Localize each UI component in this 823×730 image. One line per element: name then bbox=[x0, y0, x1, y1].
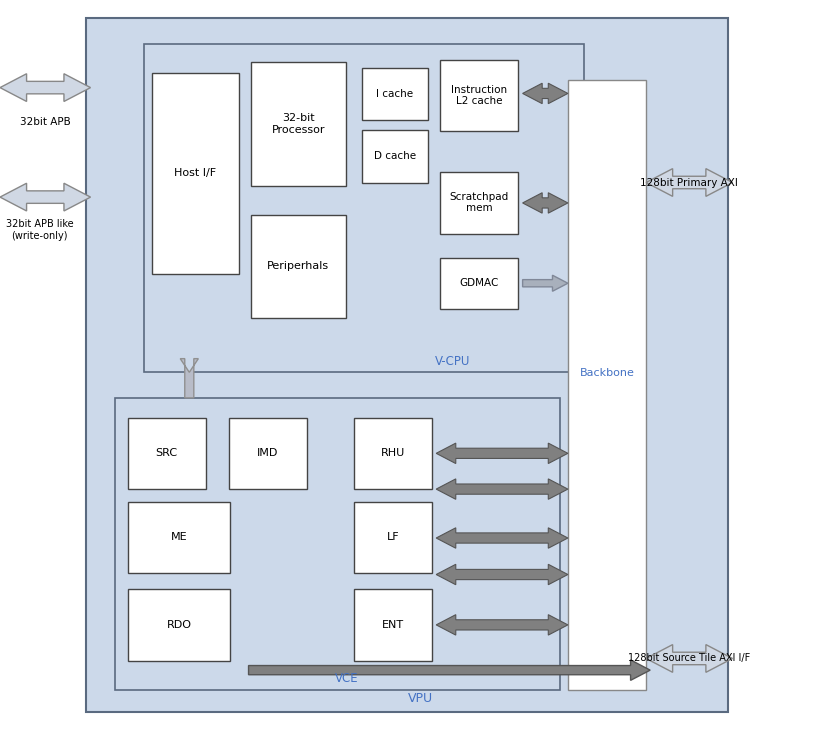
Polygon shape bbox=[523, 275, 568, 291]
Bar bbox=[362, 68, 428, 120]
Bar bbox=[115, 398, 560, 690]
Polygon shape bbox=[0, 183, 91, 211]
Text: D cache: D cache bbox=[374, 151, 416, 161]
Text: VPU: VPU bbox=[407, 692, 433, 705]
Text: I cache: I cache bbox=[376, 89, 414, 99]
Text: LF: LF bbox=[387, 532, 399, 542]
Bar bbox=[354, 589, 432, 661]
Bar bbox=[251, 215, 346, 318]
Bar bbox=[229, 418, 307, 489]
Bar bbox=[144, 44, 584, 372]
Bar bbox=[354, 418, 432, 489]
Bar bbox=[440, 172, 518, 234]
Polygon shape bbox=[523, 83, 568, 104]
Polygon shape bbox=[436, 615, 568, 635]
Text: Backbone: Backbone bbox=[579, 368, 635, 378]
Bar bbox=[354, 502, 432, 573]
Polygon shape bbox=[523, 193, 568, 213]
Polygon shape bbox=[0, 74, 91, 101]
Polygon shape bbox=[249, 660, 650, 680]
Bar bbox=[128, 589, 230, 661]
Text: RDO: RDO bbox=[166, 620, 192, 630]
Bar bbox=[440, 258, 518, 309]
Bar bbox=[152, 73, 239, 274]
Text: 32-bit
Processor: 32-bit Processor bbox=[272, 113, 325, 135]
Polygon shape bbox=[436, 528, 568, 548]
Text: Scratchpad
mem: Scratchpad mem bbox=[450, 192, 509, 213]
Text: Instruction
L2 cache: Instruction L2 cache bbox=[451, 85, 508, 107]
Text: ENT: ENT bbox=[382, 620, 404, 630]
Text: 32bit APB like
(write-only): 32bit APB like (write-only) bbox=[6, 219, 73, 241]
Text: RHU: RHU bbox=[381, 448, 405, 458]
Polygon shape bbox=[436, 564, 568, 585]
Polygon shape bbox=[436, 443, 568, 464]
Text: SRC: SRC bbox=[156, 448, 178, 458]
Polygon shape bbox=[180, 358, 198, 398]
Bar bbox=[362, 130, 428, 182]
Text: 128bit Source Tile AXI I/F: 128bit Source Tile AXI I/F bbox=[628, 653, 751, 664]
Text: Periperhals: Periperhals bbox=[267, 261, 329, 272]
Text: V-CPU: V-CPU bbox=[435, 355, 470, 368]
Bar bbox=[86, 18, 728, 712]
Text: VCE: VCE bbox=[334, 672, 358, 685]
Polygon shape bbox=[436, 479, 568, 499]
Bar bbox=[128, 502, 230, 573]
Bar bbox=[568, 80, 646, 690]
Text: 128bit Primary AXI: 128bit Primary AXI bbox=[640, 177, 738, 188]
Text: GDMAC: GDMAC bbox=[460, 278, 499, 288]
Polygon shape bbox=[646, 645, 732, 672]
Bar bbox=[128, 418, 206, 489]
Text: 32bit APB: 32bit APB bbox=[20, 117, 71, 127]
Bar bbox=[440, 60, 518, 131]
Text: ME: ME bbox=[170, 532, 188, 542]
Polygon shape bbox=[646, 169, 732, 196]
Bar bbox=[251, 62, 346, 186]
Text: Host I/F: Host I/F bbox=[174, 169, 216, 178]
Text: IMD: IMD bbox=[258, 448, 278, 458]
